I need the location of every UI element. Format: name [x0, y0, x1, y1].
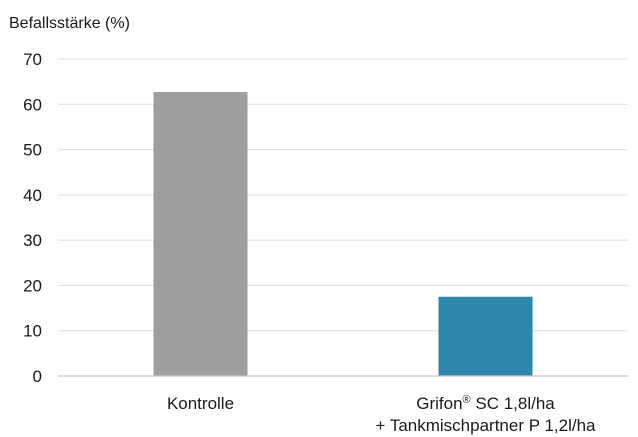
y-tick-label: 20: [23, 276, 42, 295]
y-tick-labels: 0 10 20 30 40 50 60 70: [23, 50, 42, 386]
y-tick-label: 70: [23, 50, 42, 69]
bar: [153, 92, 248, 377]
category-labels: Kontrolle Grifon® SC 1,8l/ha + Tankmischpa…: [167, 394, 596, 435]
y-axis-label: Befallsstärke (%): [9, 15, 130, 32]
y-tick-label: 10: [23, 322, 42, 341]
category-label: Kontrolle: [167, 394, 234, 413]
bars: [153, 92, 533, 377]
gridlines: [58, 58, 628, 332]
y-tick-label: 30: [23, 231, 42, 250]
category-label: Grifon® SC 1,8l/ha + Tankmischpartner P 1…: [375, 394, 596, 435]
y-tick-label: 0: [33, 367, 42, 386]
y-tick-label: 40: [23, 186, 42, 205]
y-tick-label: 60: [23, 95, 42, 114]
bar: [438, 296, 533, 376]
y-tick-label: 50: [23, 141, 42, 160]
